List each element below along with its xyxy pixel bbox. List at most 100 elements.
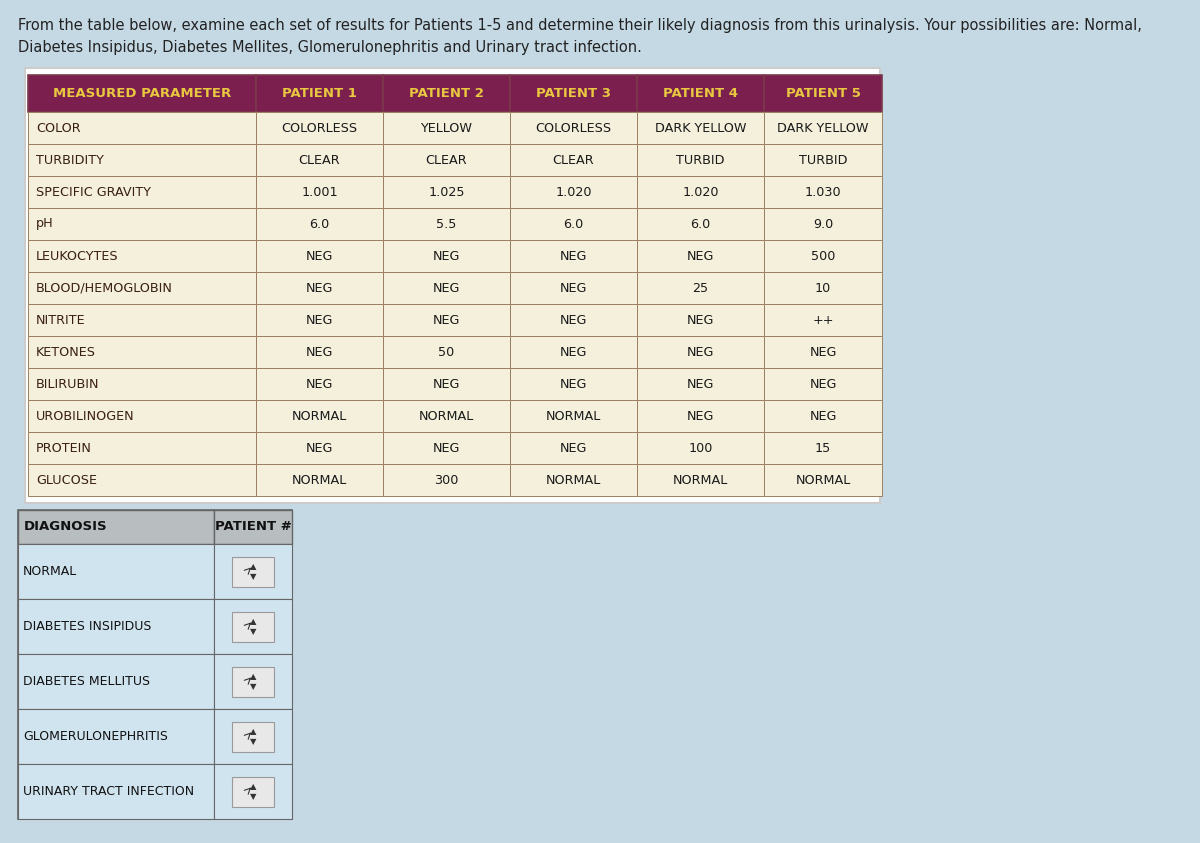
Text: NORMAL: NORMAL xyxy=(546,474,601,486)
Text: NORMAL: NORMAL xyxy=(673,474,728,486)
Text: NEG: NEG xyxy=(560,314,587,326)
Text: NEG: NEG xyxy=(560,250,587,262)
Bar xyxy=(18,510,292,819)
Text: ▲: ▲ xyxy=(250,562,257,571)
Text: NORMAL: NORMAL xyxy=(292,474,347,486)
Bar xyxy=(637,464,764,496)
Text: YELLOW: YELLOW xyxy=(420,121,473,135)
Bar xyxy=(256,75,383,112)
Text: PATIENT 1: PATIENT 1 xyxy=(282,87,356,100)
Bar xyxy=(256,464,383,496)
Bar xyxy=(510,368,637,400)
Bar xyxy=(637,144,764,176)
Bar xyxy=(28,240,256,272)
Text: NEG: NEG xyxy=(686,314,714,326)
Text: ▼: ▼ xyxy=(250,737,257,746)
Bar xyxy=(510,75,637,112)
Text: PATIENT #: PATIENT # xyxy=(215,520,292,534)
Bar xyxy=(637,240,764,272)
Text: NEG: NEG xyxy=(306,250,334,262)
Bar xyxy=(764,75,882,112)
Bar xyxy=(28,400,256,432)
Text: PATIENT 3: PATIENT 3 xyxy=(536,87,611,100)
Bar xyxy=(637,208,764,240)
Text: NEG: NEG xyxy=(433,442,460,454)
Text: SPECIFIC GRAVITY: SPECIFIC GRAVITY xyxy=(36,185,151,198)
Bar xyxy=(214,654,292,709)
Text: NEG: NEG xyxy=(686,378,714,390)
Text: ▲: ▲ xyxy=(250,672,257,681)
Bar xyxy=(214,764,292,819)
Text: BILIRUBIN: BILIRUBIN xyxy=(36,378,100,390)
Bar xyxy=(637,304,764,336)
Bar xyxy=(637,336,764,368)
Text: NORMAL: NORMAL xyxy=(419,410,474,422)
Bar xyxy=(383,304,510,336)
Text: TURBIDITY: TURBIDITY xyxy=(36,153,104,167)
Text: 25: 25 xyxy=(692,282,708,294)
Bar xyxy=(510,464,637,496)
Text: 5.5: 5.5 xyxy=(437,217,457,230)
Text: 300: 300 xyxy=(434,474,458,486)
Bar xyxy=(28,112,256,144)
Text: NEG: NEG xyxy=(433,378,460,390)
Text: PATIENT 5: PATIENT 5 xyxy=(786,87,860,100)
Text: NORMAL: NORMAL xyxy=(796,474,851,486)
Bar xyxy=(637,176,764,208)
Bar xyxy=(18,709,214,764)
Text: NEG: NEG xyxy=(809,410,836,422)
Text: NEG: NEG xyxy=(809,346,836,358)
Bar xyxy=(764,400,882,432)
Bar xyxy=(214,709,292,764)
Text: ▼: ▼ xyxy=(250,682,257,691)
Text: LEUKOCYTES: LEUKOCYTES xyxy=(36,250,119,262)
Bar xyxy=(18,599,214,654)
Bar xyxy=(383,176,510,208)
Bar xyxy=(256,176,383,208)
Text: 1.030: 1.030 xyxy=(805,185,841,198)
Bar xyxy=(256,432,383,464)
Text: NEG: NEG xyxy=(686,346,714,358)
Bar xyxy=(256,112,383,144)
Text: PROTEIN: PROTEIN xyxy=(36,442,92,454)
Text: BLOOD/HEMOGLOBIN: BLOOD/HEMOGLOBIN xyxy=(36,282,173,294)
Text: NEG: NEG xyxy=(560,346,587,358)
Bar xyxy=(28,464,256,496)
Bar xyxy=(764,112,882,144)
Text: NEG: NEG xyxy=(560,442,587,454)
Bar xyxy=(383,240,510,272)
Text: CLEAR: CLEAR xyxy=(299,153,341,167)
Bar xyxy=(510,176,637,208)
Text: ▲: ▲ xyxy=(250,617,257,626)
Text: DIABETES MELLITUS: DIABETES MELLITUS xyxy=(23,675,150,688)
Bar xyxy=(28,75,256,112)
Bar xyxy=(28,208,256,240)
Text: 100: 100 xyxy=(689,442,713,454)
Bar xyxy=(510,400,637,432)
Bar xyxy=(256,368,383,400)
Bar xyxy=(232,556,274,587)
Bar xyxy=(764,464,882,496)
Bar xyxy=(764,368,882,400)
Bar xyxy=(18,510,214,544)
Text: UROBILINOGEN: UROBILINOGEN xyxy=(36,410,134,422)
Text: 50: 50 xyxy=(438,346,455,358)
Text: COLORLESS: COLORLESS xyxy=(282,121,358,135)
Bar xyxy=(637,432,764,464)
Bar xyxy=(18,544,214,599)
Bar xyxy=(256,272,383,304)
Text: pH: pH xyxy=(36,217,54,230)
Text: NEG: NEG xyxy=(433,314,460,326)
Text: GLUCOSE: GLUCOSE xyxy=(36,474,97,486)
Bar xyxy=(637,272,764,304)
Text: 9.0: 9.0 xyxy=(812,217,833,230)
Text: DARK YELLOW: DARK YELLOW xyxy=(778,121,869,135)
Text: PATIENT 4: PATIENT 4 xyxy=(662,87,738,100)
Text: 1.020: 1.020 xyxy=(683,185,719,198)
Bar xyxy=(232,667,274,696)
Bar xyxy=(256,144,383,176)
Bar xyxy=(28,432,256,464)
Bar xyxy=(214,510,292,544)
Bar xyxy=(764,336,882,368)
Text: NEG: NEG xyxy=(306,378,334,390)
